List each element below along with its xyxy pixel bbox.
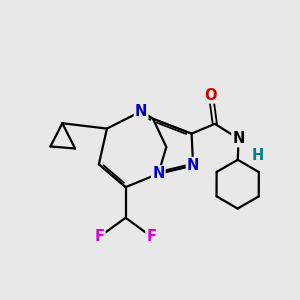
Text: O: O — [205, 88, 217, 103]
Text: N: N — [232, 131, 245, 146]
Text: N: N — [187, 158, 199, 173]
Text: H: H — [251, 148, 264, 163]
Text: N: N — [152, 166, 164, 181]
Text: F: F — [146, 229, 157, 244]
Text: N: N — [135, 104, 147, 119]
Text: F: F — [94, 229, 104, 244]
